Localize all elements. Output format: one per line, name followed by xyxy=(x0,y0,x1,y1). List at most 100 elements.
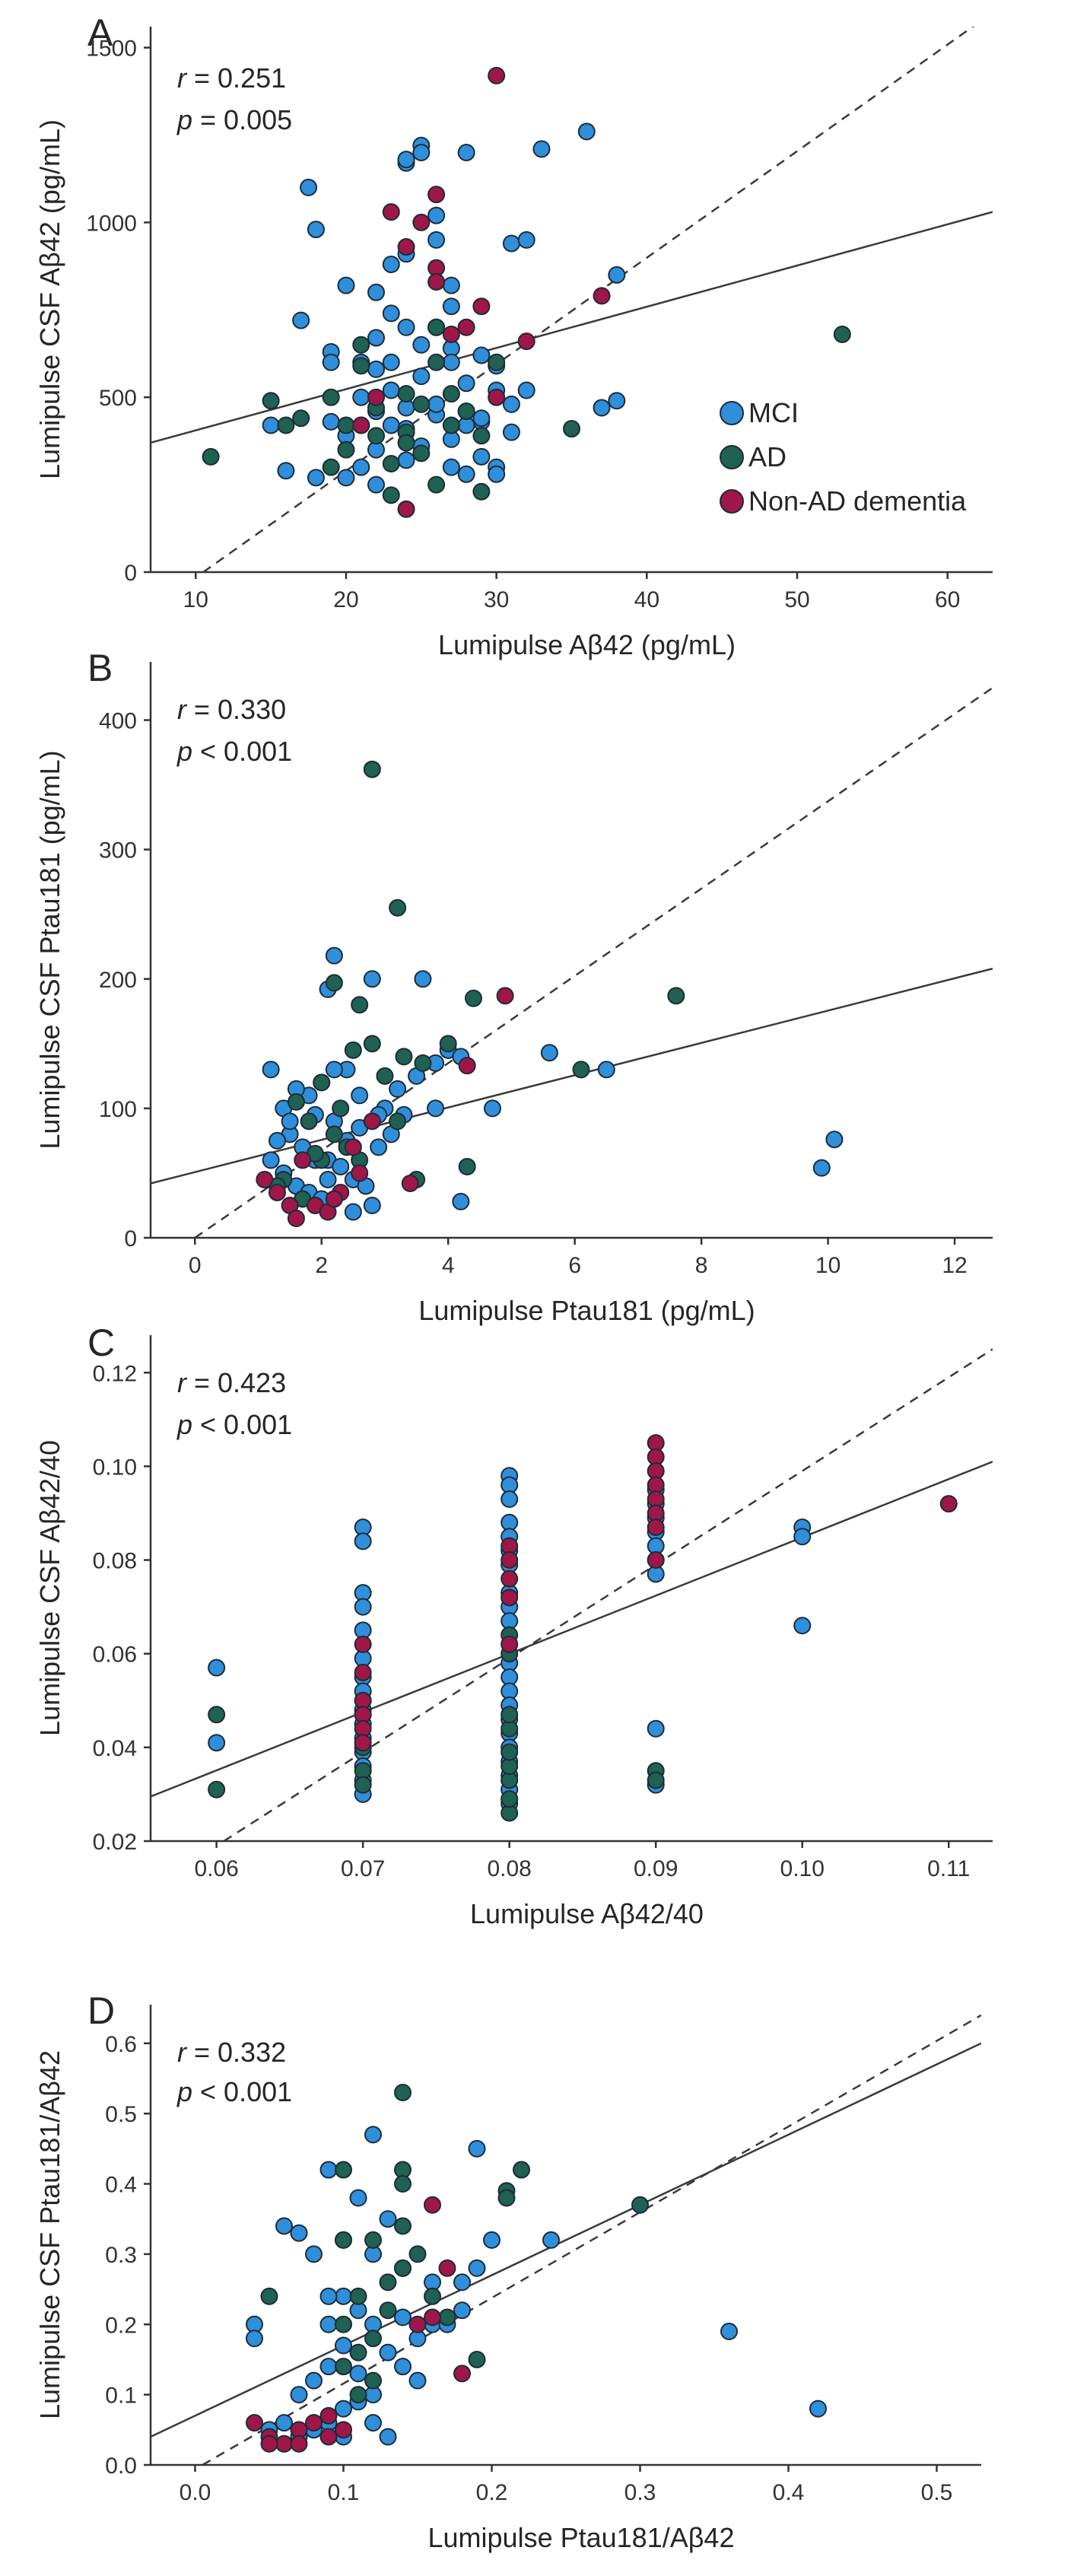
x-tick-label: 2 xyxy=(315,1253,328,1278)
data-point-ad xyxy=(344,1041,362,1059)
data-point-mci xyxy=(577,122,596,141)
data-point-ad xyxy=(335,2231,352,2249)
data-point-non-ad-dementia xyxy=(457,318,475,336)
data-point-ad xyxy=(394,2083,412,2101)
data-point-non-ad-dementia xyxy=(647,1551,665,1569)
y-tick-label: 0.02 xyxy=(93,1830,137,1855)
data-point-mci xyxy=(352,458,370,476)
data-point-non-ad-dementia xyxy=(354,1663,372,1681)
y-tick-label: 400 xyxy=(99,709,137,734)
y-tick-label: 0.08 xyxy=(93,1549,137,1574)
data-point-ad xyxy=(397,385,415,403)
data-point-mci xyxy=(382,381,400,399)
p-statistic: p < 0.001 xyxy=(176,2076,292,2107)
data-point-mci xyxy=(394,2308,412,2326)
data-point-ad xyxy=(349,2287,367,2305)
p-symbol: p xyxy=(176,2076,192,2107)
data-point-mci xyxy=(335,2399,352,2418)
data-point-mci xyxy=(322,353,340,371)
data-point-ad xyxy=(335,2315,352,2333)
r-value: = 0.423 xyxy=(186,1367,286,1398)
p-symbol: p xyxy=(176,1409,192,1440)
data-point-non-ad-dementia xyxy=(427,186,446,204)
data-point-ad xyxy=(277,416,295,434)
panel-a: A 10 20 30 40 50 60 0 500 1000 1500 Lumipulse Aβ42 … xyxy=(34,11,993,660)
data-point-ad xyxy=(260,2287,278,2305)
p-statistic: p < 0.001 xyxy=(176,1409,292,1440)
legend-label-ad: AD xyxy=(748,441,787,472)
data-point-ad xyxy=(472,427,491,445)
data-point-mci xyxy=(305,2245,323,2263)
series-ad xyxy=(260,2083,649,2404)
data-point-ad xyxy=(439,1035,457,1053)
data-point-mci xyxy=(427,395,446,413)
data-point-ad xyxy=(457,402,475,421)
data-point-ad xyxy=(442,385,460,403)
data-point-mci xyxy=(472,447,491,466)
data-point-mci xyxy=(351,1086,369,1105)
data-point-mci xyxy=(208,1734,226,1752)
data-point-mci xyxy=(457,143,475,161)
data-point-non-ad-dementia xyxy=(438,2259,456,2277)
series-mci xyxy=(262,946,844,1221)
x-tick-label: 6 xyxy=(568,1253,581,1278)
data-point-non-ad-dementia xyxy=(382,203,400,221)
data-point-non-ad-dementia xyxy=(256,1170,274,1188)
data-point-mci xyxy=(305,2371,323,2390)
r-symbol: r xyxy=(177,62,188,94)
x-tick-label: 0 xyxy=(189,1253,202,1278)
data-point-non-ad-dementia xyxy=(287,1209,305,1227)
data-point-ad xyxy=(412,395,431,413)
x-tick-label: 20 xyxy=(333,587,358,612)
regression-line xyxy=(151,967,993,1185)
data-point-mci xyxy=(344,1203,362,1221)
data-point-mci xyxy=(532,140,551,158)
series-non-ad-dementia xyxy=(354,1434,958,1752)
x-tick-label: 0.10 xyxy=(780,1856,825,1881)
data-point-ad xyxy=(389,898,407,917)
data-point-ad xyxy=(563,420,580,438)
legend-label-mci: MCI xyxy=(748,397,799,428)
p-value: < 0.001 xyxy=(192,736,292,767)
data-point-mci xyxy=(382,416,400,434)
data-point-ad xyxy=(442,416,460,434)
legend-marker-non-ad-dementia xyxy=(720,489,744,514)
panel-letter: C xyxy=(87,1321,115,1364)
x-tick-label: 0.4 xyxy=(773,2480,805,2505)
data-point-ad xyxy=(349,2343,367,2361)
r-statistic: r = 0.423 xyxy=(177,1367,286,1398)
data-point-ad xyxy=(208,1706,226,1724)
data-point-non-ad-dementia xyxy=(496,987,514,1005)
r-value: = 0.330 xyxy=(186,694,286,725)
panel-d: D 0.0 0.1 0.2 0.3 0.4 0.5 0.0 0.1 0.2 0.3 0.4 0.5 0.6… xyxy=(34,1989,981,2553)
r-statistic: r = 0.251 xyxy=(177,62,286,94)
data-point-non-ad-dementia xyxy=(352,416,370,434)
data-point-mci xyxy=(300,178,318,196)
data-point-mci xyxy=(412,367,431,386)
data-point-mci xyxy=(457,465,475,483)
data-point-non-ad-dementia xyxy=(408,2315,427,2333)
r-statistic: r = 0.332 xyxy=(177,2037,286,2068)
data-point-non-ad-dementia xyxy=(517,332,535,351)
data-point-mci xyxy=(319,2161,338,2179)
data-point-mci xyxy=(290,2386,308,2404)
data-point-mci xyxy=(319,2315,338,2333)
data-point-mci xyxy=(608,266,626,284)
legend-label-non-ad-dementia: Non-AD dementia xyxy=(748,485,967,517)
data-point-ad xyxy=(513,2161,530,2179)
regression-line xyxy=(151,2042,981,2438)
panel-b: B 0 2 4 6 8 10 12 0 100 200 300 400 Lumipulse Ptau181… xyxy=(34,647,993,1326)
data-point-mci xyxy=(379,2210,397,2228)
r-value: = 0.251 xyxy=(186,62,286,94)
r-value: = 0.332 xyxy=(186,2037,286,2068)
y-tick-label: 300 xyxy=(99,838,137,863)
data-point-mci xyxy=(382,353,400,371)
data-point-non-ad-dementia xyxy=(427,273,446,291)
x-axis-title: Lumipulse Ptau181 (pg/mL) xyxy=(418,1295,755,1326)
data-point-mci xyxy=(319,1170,337,1188)
p-symbol: p xyxy=(176,104,192,135)
data-point-non-ad-dementia xyxy=(593,287,611,305)
data-point-ad xyxy=(337,416,355,434)
data-point-mci xyxy=(472,409,491,428)
